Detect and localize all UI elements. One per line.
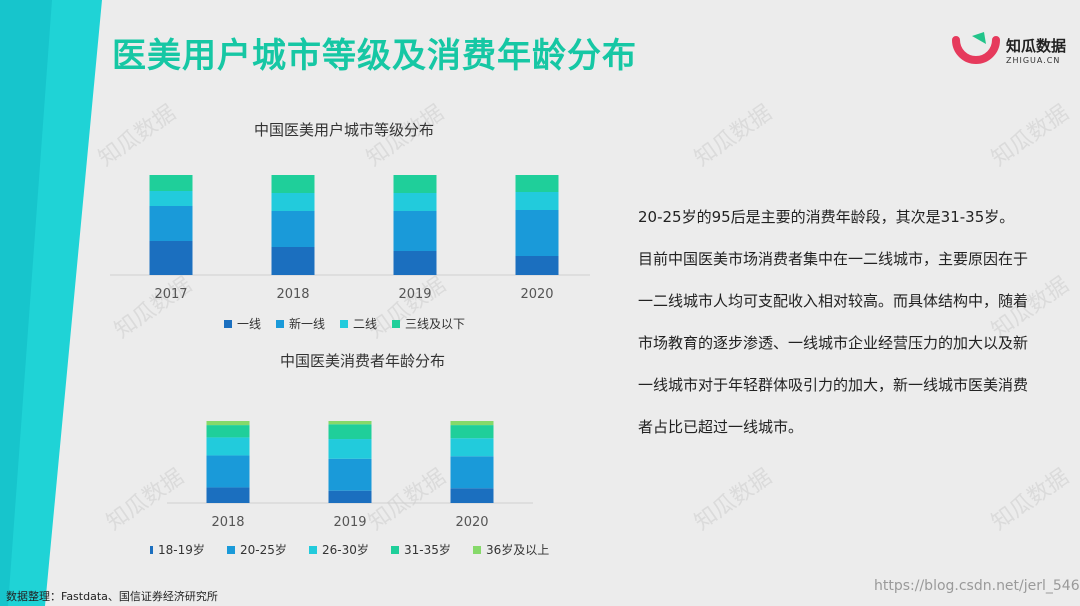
bar-segment bbox=[450, 421, 494, 426]
bar-segment bbox=[206, 425, 250, 438]
bar-segment bbox=[149, 206, 193, 241]
logo-icon bbox=[952, 32, 1000, 64]
legend-label: 三线及以下 bbox=[405, 317, 465, 331]
chart-title-age: 中国医美消费者年龄分布 bbox=[280, 352, 446, 370]
legend-swatch bbox=[392, 320, 400, 328]
bar-segment bbox=[328, 439, 372, 459]
legend-swatch bbox=[340, 320, 348, 328]
legend-swatch bbox=[227, 546, 235, 554]
x-tick-label: 2019 bbox=[333, 515, 366, 530]
legend-swatch bbox=[224, 320, 232, 328]
x-tick-label: 2017 bbox=[154, 287, 187, 302]
page-title: 医美用户城市等级及消费年龄分布 bbox=[112, 36, 637, 76]
bar-segment bbox=[328, 421, 372, 425]
bar-segment bbox=[515, 210, 559, 256]
legend-label: 18-19岁 bbox=[158, 542, 205, 557]
source-note: 数据整理：Fastdata、国信证券经济研究所 bbox=[6, 590, 218, 603]
bar-segment bbox=[206, 421, 250, 426]
legend-label: 31-35岁 bbox=[404, 542, 451, 557]
bar-segment bbox=[450, 488, 494, 503]
bar-segment bbox=[206, 437, 250, 456]
bar-segment bbox=[515, 192, 559, 210]
legend-label: 新一线 bbox=[289, 316, 325, 331]
logo-text: 知瓜数据 bbox=[1006, 37, 1067, 55]
age-chart: 2018 2019 2020 18-19岁 20-25岁 26-30岁 31-35岁 36岁及… bbox=[150, 421, 549, 557]
watermark: 知瓜数据 bbox=[987, 464, 1074, 536]
bar-segment bbox=[206, 487, 250, 503]
bar-segment bbox=[450, 438, 494, 457]
x-tick-label: 2018 bbox=[211, 515, 244, 530]
bar-segment bbox=[393, 211, 437, 251]
bar-segment bbox=[149, 175, 193, 191]
bar-segment bbox=[271, 211, 315, 247]
bar-segment bbox=[271, 175, 315, 193]
bar-segment bbox=[149, 241, 193, 275]
bar-segment bbox=[206, 455, 250, 488]
legend-label: 二线 bbox=[353, 317, 377, 331]
legend-swatch bbox=[391, 546, 399, 554]
bar-segment bbox=[271, 193, 315, 211]
x-tick-label: 2020 bbox=[455, 515, 488, 530]
legend-label: 20-25岁 bbox=[240, 542, 287, 557]
legend-swatch bbox=[276, 320, 284, 328]
bar-segment bbox=[271, 247, 315, 275]
legend-label: 一线 bbox=[237, 317, 261, 331]
bar-segment bbox=[393, 251, 437, 275]
legend-swatch bbox=[473, 546, 481, 554]
bar-segment bbox=[328, 458, 372, 491]
legend-swatch bbox=[309, 546, 317, 554]
bar-segment bbox=[393, 175, 437, 193]
bar-segment bbox=[515, 256, 559, 275]
description-text: 20-25岁的95后是主要的消费年龄段，其次是31-35岁。目前中国医美市场消费… bbox=[638, 208, 1029, 436]
bar-segment bbox=[515, 175, 559, 192]
watermark: 知瓜数据 bbox=[690, 100, 777, 172]
bar-segment bbox=[328, 424, 372, 440]
bar-segment bbox=[393, 193, 437, 211]
legend-swatch bbox=[150, 546, 153, 554]
url-watermark: https://blog.csdn.net/jerl_5463 bbox=[874, 578, 1080, 594]
legend-label: 26-30岁 bbox=[322, 542, 369, 557]
chart-title-city: 中国医美用户城市等级分布 bbox=[254, 121, 435, 139]
x-tick-label: 2019 bbox=[398, 287, 431, 302]
logo-domain: ZHIGUA.CN bbox=[1006, 56, 1061, 65]
x-tick-label: 2018 bbox=[276, 287, 309, 302]
bar-segment bbox=[450, 425, 494, 439]
watermark: 知瓜数据 bbox=[987, 100, 1074, 172]
watermark: 知瓜数据 bbox=[690, 464, 777, 536]
x-tick-label: 2020 bbox=[520, 287, 553, 302]
logo: 知瓜数据 ZHIGUA.CN bbox=[952, 30, 1066, 72]
bar-segment bbox=[328, 490, 372, 503]
city-tier-chart: 2017 2018 2019 2020 一线 新一线 二线 三线及以下 bbox=[110, 175, 590, 331]
bar-segment bbox=[450, 456, 494, 489]
bar-segment bbox=[149, 191, 193, 206]
legend-label: 36岁及以上 bbox=[486, 542, 549, 557]
